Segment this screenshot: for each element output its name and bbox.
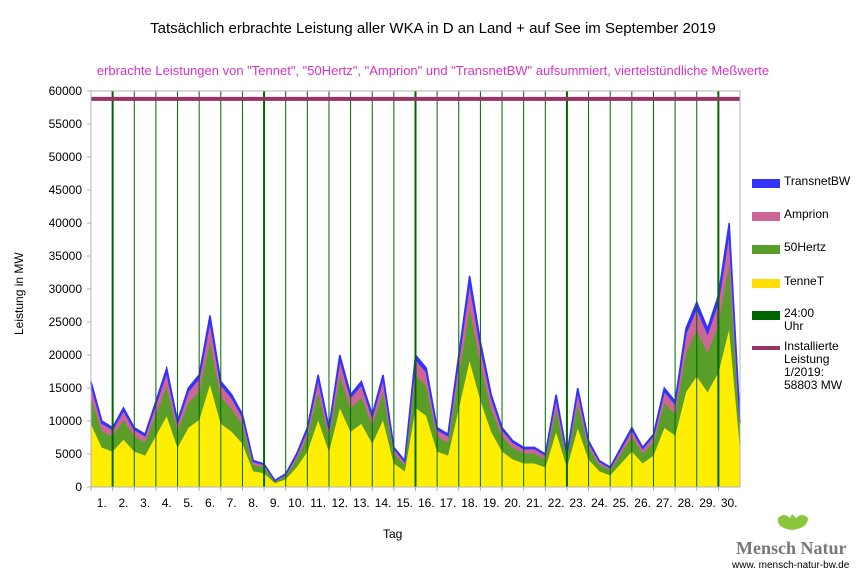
x-tick-label: 7.: [227, 496, 237, 510]
y-tick-label: 5000: [55, 447, 82, 461]
x-tick-label: 5.: [183, 496, 193, 510]
y-tick-label: 40000: [49, 216, 83, 230]
x-tick-label: 13.: [353, 496, 370, 510]
x-tick-label: 3.: [140, 496, 150, 510]
x-tick-label: 2.: [118, 496, 128, 510]
x-tick-label: 15.: [396, 496, 413, 510]
x-tick-label: 9.: [270, 496, 280, 510]
x-tick-label: 14.: [375, 496, 392, 510]
y-tick-label: 15000: [49, 381, 83, 395]
x-tick-label: 27.: [656, 496, 673, 510]
x-tick-label: 23.: [569, 496, 586, 510]
chart-subtitle: erbrachte Leistungen von "Tennet", "50He…: [96, 63, 770, 78]
y-tick-label: 30000: [49, 282, 83, 296]
x-tick-label: 6.: [205, 496, 215, 510]
x-tick-label: 26.: [634, 496, 651, 510]
y-tick-label: 20000: [49, 348, 83, 362]
x-tick-label: 4.: [162, 496, 172, 510]
x-tick-label: 17.: [440, 496, 457, 510]
logo: Mensch Natur www. mensch-natur-bw.de: [730, 510, 866, 578]
legend-swatch: [752, 212, 780, 221]
y-tick-label: 35000: [49, 249, 83, 263]
x-tick-label: 21.: [526, 496, 543, 510]
y-tick-label: 25000: [49, 315, 83, 329]
x-tick-label: 24.: [591, 496, 608, 510]
x-tick-label: 10.: [288, 496, 305, 510]
y-tick-label: 50000: [49, 150, 83, 164]
x-tick-label: 1.: [97, 496, 107, 510]
x-tick-label: 28.: [678, 496, 695, 510]
x-tick-label: 18.: [461, 496, 478, 510]
y-tick-label: 45000: [49, 183, 83, 197]
legend-swatch: [752, 311, 780, 320]
x-tick-label: 29.: [699, 496, 716, 510]
y-tick-label: 10000: [49, 414, 83, 428]
x-tick-label: 11.: [310, 496, 326, 510]
x-tick-label: 19.: [483, 496, 500, 510]
chart-title: Tatsächlich erbrachte Leistung aller WKA…: [150, 20, 716, 37]
y-tick-label: 0: [75, 480, 82, 494]
legend-swatch: [752, 245, 780, 254]
x-tick-label: 12.: [331, 496, 348, 510]
legend-swatch: [752, 179, 780, 188]
legend-swatch: [752, 346, 780, 350]
x-tick-label: 8.: [248, 496, 258, 510]
x-tick-label: 22.: [548, 496, 565, 510]
ginkgo-leaf-icon: [777, 514, 808, 540]
x-tick-label: 16.: [418, 496, 435, 510]
y-tick-label: 60000: [49, 84, 83, 98]
x-tick-label: 25.: [613, 496, 630, 510]
x-tick-label: 30.: [721, 496, 738, 510]
x-axis-label: Tag: [383, 527, 403, 541]
legend-swatch: [752, 279, 780, 288]
x-tick-label: 20.: [505, 496, 522, 510]
y-tick-label: 55000: [49, 117, 83, 131]
y-axis-label: Leistung in MW: [12, 252, 26, 335]
